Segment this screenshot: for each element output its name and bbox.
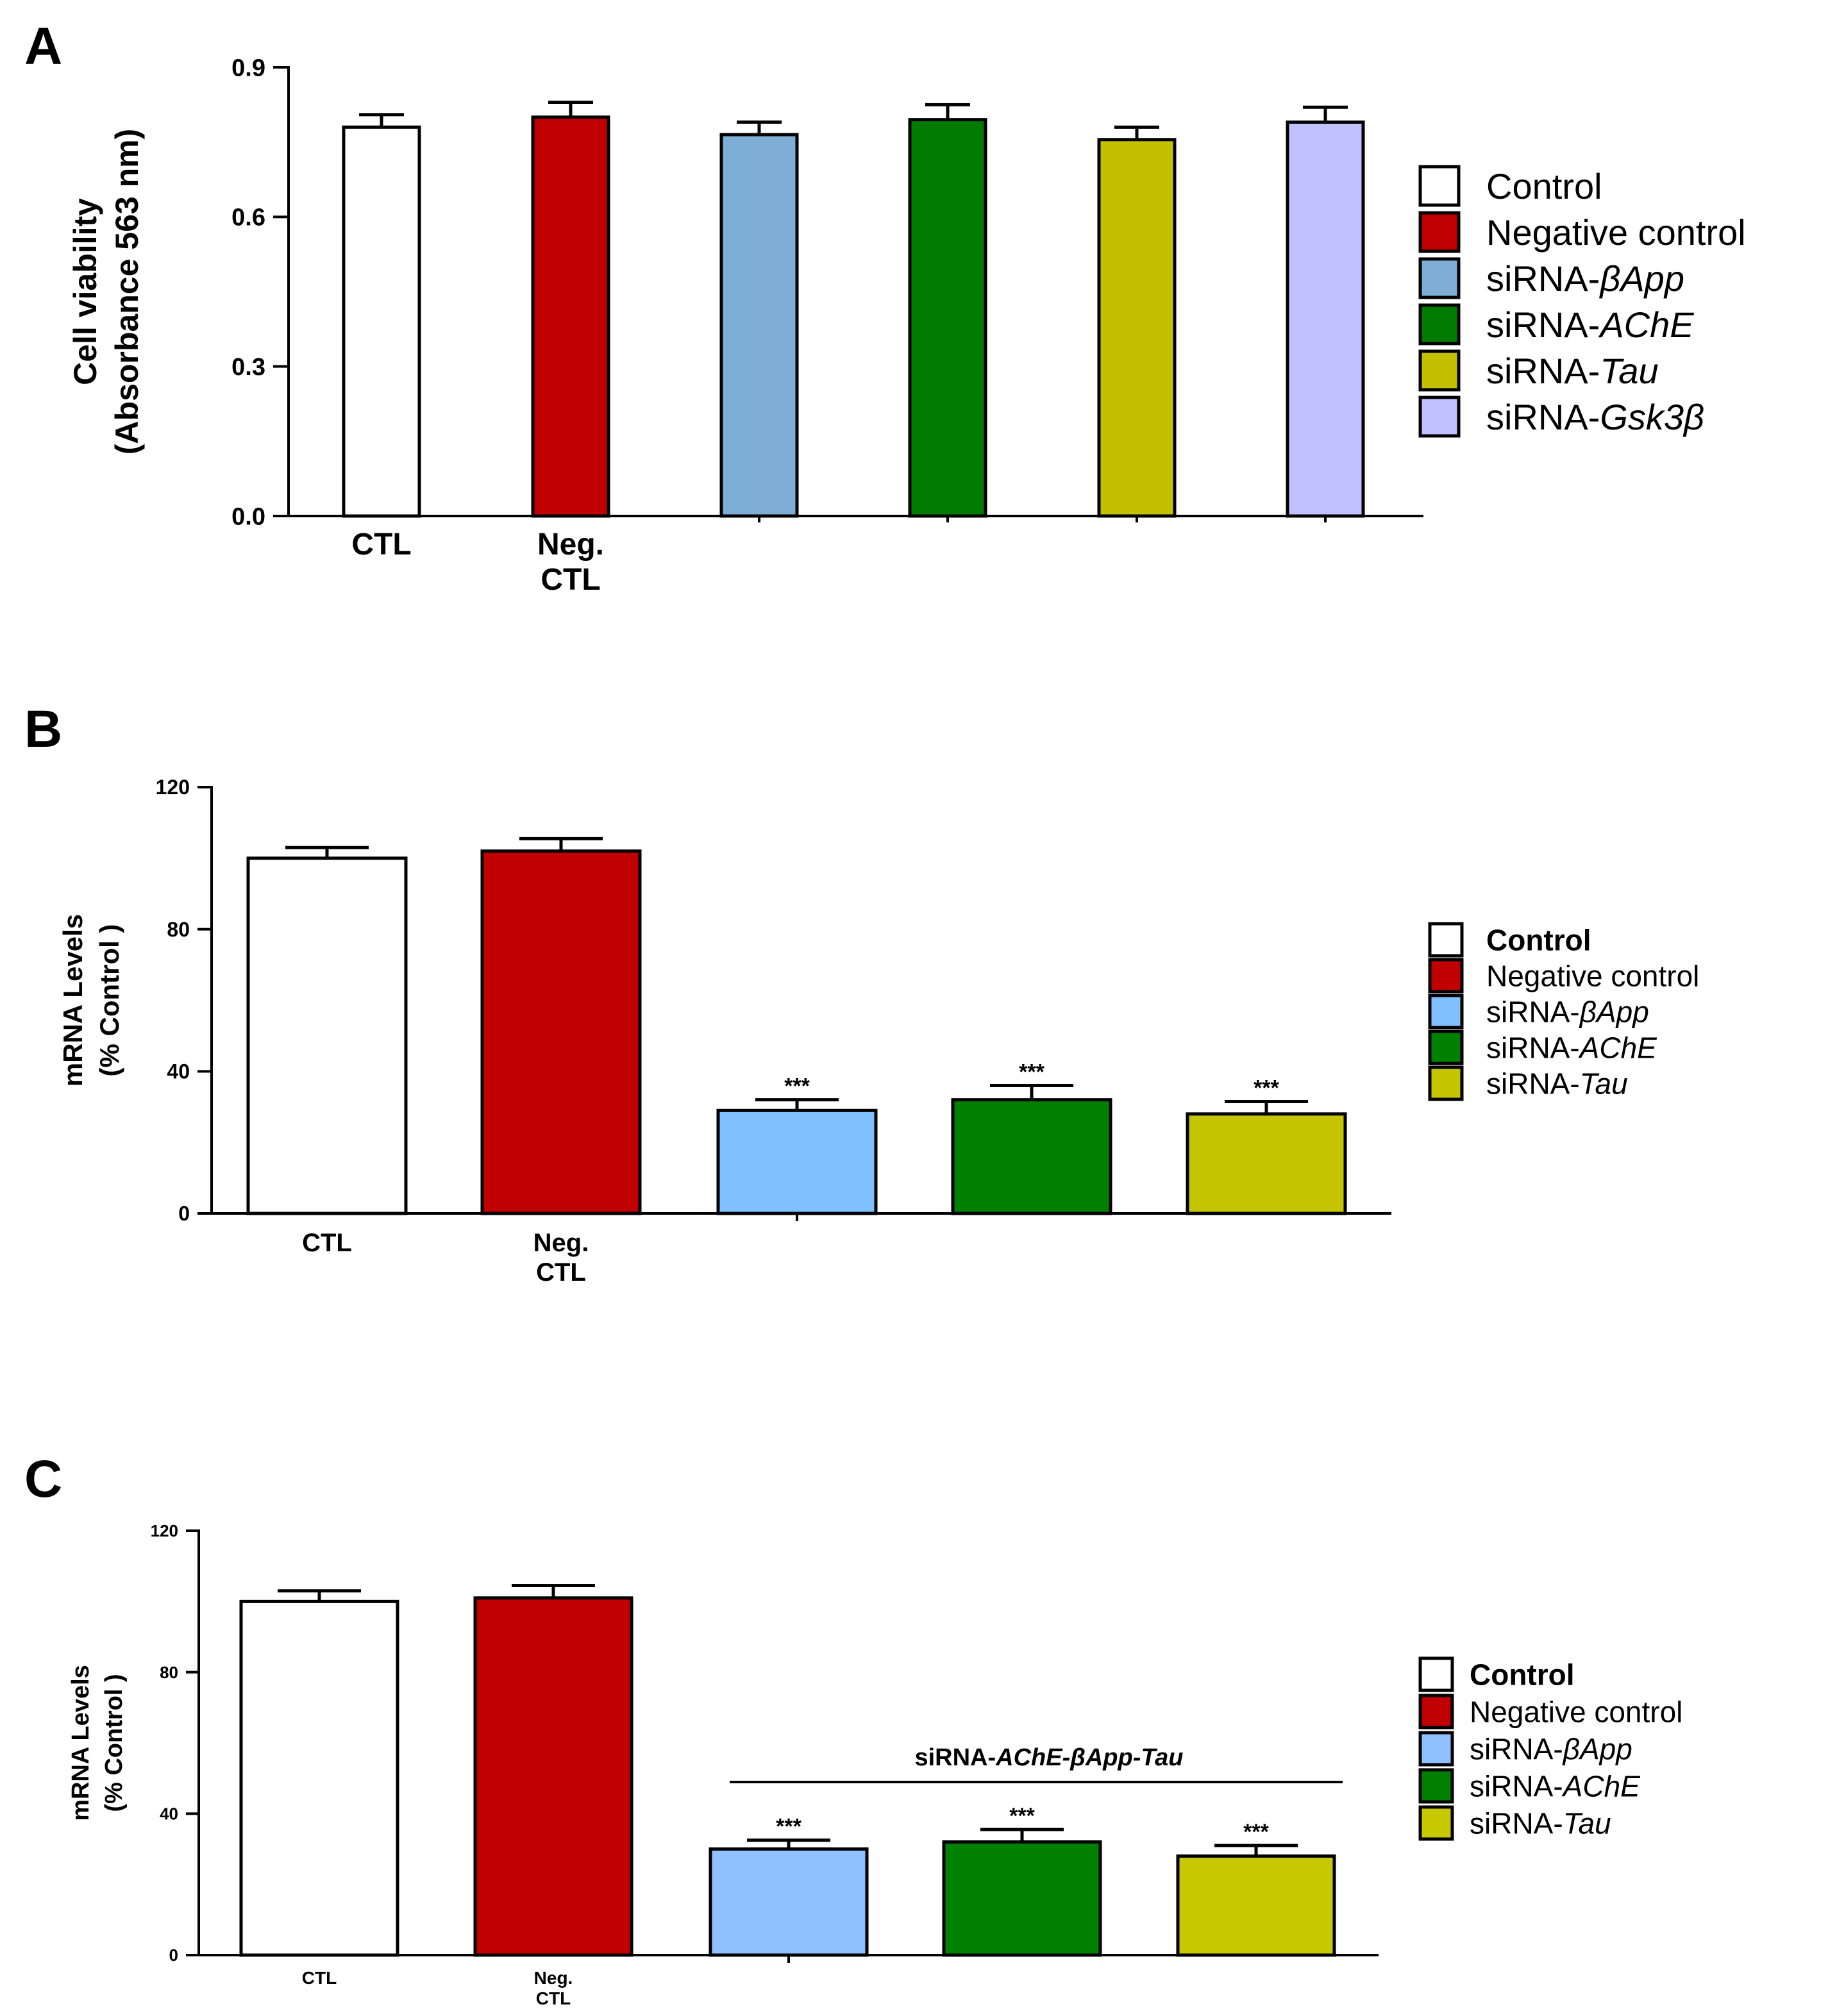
bar	[239, 1599, 399, 1957]
legend-label: Negative control	[1470, 1695, 1682, 1729]
category-label: CTL	[302, 1968, 337, 1988]
legend-swatch	[1418, 1805, 1454, 1841]
legend-swatch	[1418, 211, 1461, 253]
panel-letter: C	[24, 1450, 62, 1508]
legend-label: Negative control	[1486, 212, 1746, 253]
category-label: CTL	[536, 1988, 571, 2008]
significance-label: ***	[1254, 1076, 1279, 1100]
legend-swatch	[1418, 349, 1461, 392]
y-axis-label: (Absorbance 563 nm)	[109, 129, 145, 454]
y-axis-label: Cell viability	[67, 198, 103, 385]
legend-swatch	[1418, 303, 1461, 346]
bar	[480, 849, 642, 1215]
category-label: CTL	[541, 563, 600, 597]
legend-label: Control	[1486, 924, 1591, 957]
significance-label: ***	[784, 1074, 810, 1099]
legend-label: siRNA-Gsk3β	[1486, 397, 1704, 437]
legend-label: siRNA-AChE	[1486, 304, 1694, 345]
legend-swatch	[1428, 1029, 1464, 1065]
category-label: CTL	[302, 1229, 352, 1257]
group-bracket-label: siRNA-AChE-βApp-Tau	[914, 1744, 1183, 1771]
y-tick-label: 80	[167, 918, 190, 941]
bar	[942, 1840, 1102, 1957]
legend-swatch	[1418, 396, 1461, 438]
y-tick-label: 120	[151, 1521, 178, 1540]
y-axis-label: (% Control )	[101, 1674, 128, 1812]
y-tick-label: 0.6	[231, 204, 265, 231]
bar	[246, 856, 408, 1215]
category-label: Neg.	[533, 1229, 589, 1257]
legend-label: siRNA-AChE	[1470, 1770, 1641, 1803]
legend-label: Negative control	[1486, 960, 1699, 993]
y-tick-label: 0.0	[231, 503, 265, 530]
legend-swatch	[1428, 958, 1464, 994]
legend-swatch	[1428, 994, 1464, 1029]
legend-label: siRNA-Tau	[1486, 351, 1659, 391]
bar	[908, 118, 987, 518]
legend-label: siRNA-βApp	[1486, 996, 1649, 1029]
bar	[342, 125, 421, 518]
legend-swatch	[1428, 922, 1464, 958]
legend-swatch	[1418, 257, 1461, 299]
panels: A 0.0 0.3 0.6 0.9 Cell viability (Absorbance 5…	[24, 17, 1746, 2008]
legend-label: Control	[1470, 1658, 1575, 1692]
category-label: Neg.	[534, 1968, 573, 1988]
legend-label: siRNA-Tau	[1486, 1067, 1628, 1101]
bar	[719, 133, 799, 518]
y-axis-label: mRNA Levels	[67, 1665, 94, 1821]
bar	[531, 115, 610, 518]
significance-label: ***	[776, 1815, 801, 1839]
y-tick-label: 80	[160, 1663, 178, 1682]
bar	[716, 1108, 878, 1215]
category-label: CTL	[536, 1258, 586, 1287]
y-tick-label: 40	[160, 1804, 178, 1823]
legend-label: siRNA-βApp	[1486, 258, 1684, 299]
panel-letter: B	[24, 700, 62, 758]
panel-c: C 0 40 80 120 mRNA Levels (% Control ) *** *** **…	[24, 1450, 1682, 2008]
y-tick-label: 40	[167, 1060, 190, 1083]
category-label: Neg.	[537, 528, 604, 562]
y-tick-label: 0.9	[231, 54, 265, 81]
panel-a: A 0.0 0.3 0.6 0.9 Cell viability (Absorbance 5…	[24, 17, 1746, 597]
panel-b: B 0 40 80 120 mRNA Levels (% Control ) *** *** **…	[24, 700, 1699, 1287]
y-axis-label: mRNA Levels	[58, 914, 88, 1087]
bar	[473, 1596, 633, 1957]
legend-swatch	[1418, 1656, 1454, 1692]
legend-label: siRNA-AChE	[1486, 1031, 1657, 1065]
category-label: CTL	[351, 528, 411, 562]
legend-swatch	[1418, 1694, 1454, 1729]
panel-letter: A	[24, 17, 62, 76]
legend-swatch	[1418, 165, 1461, 207]
bar	[709, 1847, 869, 1957]
bar	[951, 1098, 1112, 1215]
bar	[1186, 1112, 1347, 1215]
bar	[1286, 121, 1365, 518]
legend-swatch	[1418, 1768, 1454, 1804]
legend-label: siRNA-Tau	[1470, 1807, 1611, 1840]
y-tick-label: 0	[169, 1945, 178, 1965]
bar	[1097, 138, 1177, 518]
legend-swatch	[1418, 1731, 1454, 1767]
significance-label: ***	[1243, 1820, 1269, 1844]
y-tick-label: 120	[156, 776, 190, 799]
significance-label: ***	[1019, 1060, 1044, 1085]
y-tick-label: 0	[178, 1202, 190, 1225]
significance-label: ***	[1009, 1804, 1035, 1828]
bar	[1176, 1854, 1336, 1957]
legend-swatch	[1428, 1065, 1464, 1101]
y-tick-label: 0.3	[231, 354, 265, 381]
legend-label: Control	[1486, 166, 1602, 206]
legend-label: siRNA-βApp	[1470, 1733, 1632, 1766]
y-axis-label: (% Control )	[94, 924, 124, 1077]
